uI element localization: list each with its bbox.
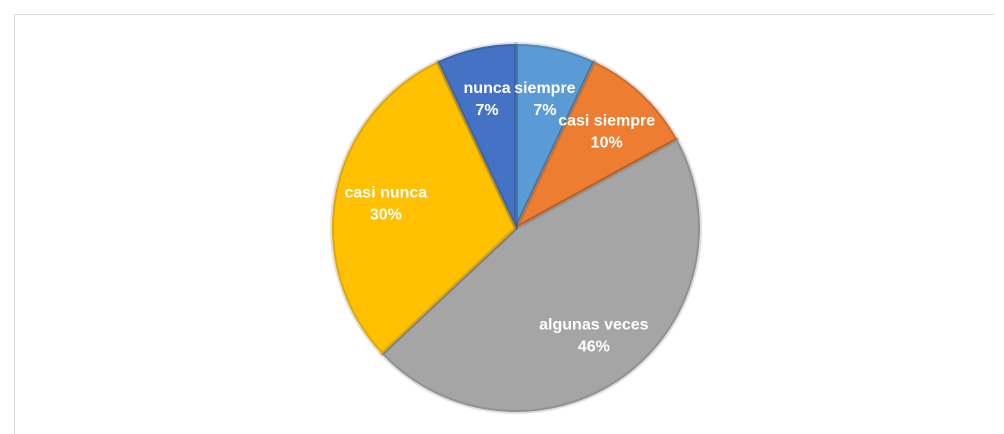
- chart-frame: [14, 14, 994, 434]
- pie-slice: [514, 59, 680, 230]
- pie: [330, 42, 702, 414]
- category-label: casi nunca: [345, 184, 428, 201]
- value-label: 46%: [578, 338, 610, 355]
- pie-slice: [514, 42, 597, 230]
- pie-slice: [330, 59, 518, 356]
- category-label: nunca: [464, 80, 511, 97]
- value-label: 7%: [533, 102, 556, 119]
- pie-slice: [379, 137, 702, 414]
- category-label: siempre: [514, 80, 575, 97]
- category-label: algunas veces: [539, 316, 649, 333]
- value-label: 7%: [476, 102, 499, 119]
- pie-slice: [435, 42, 518, 230]
- category-label: casi siempre: [558, 113, 655, 130]
- value-label: 30%: [370, 206, 402, 223]
- value-label: 10%: [591, 135, 623, 152]
